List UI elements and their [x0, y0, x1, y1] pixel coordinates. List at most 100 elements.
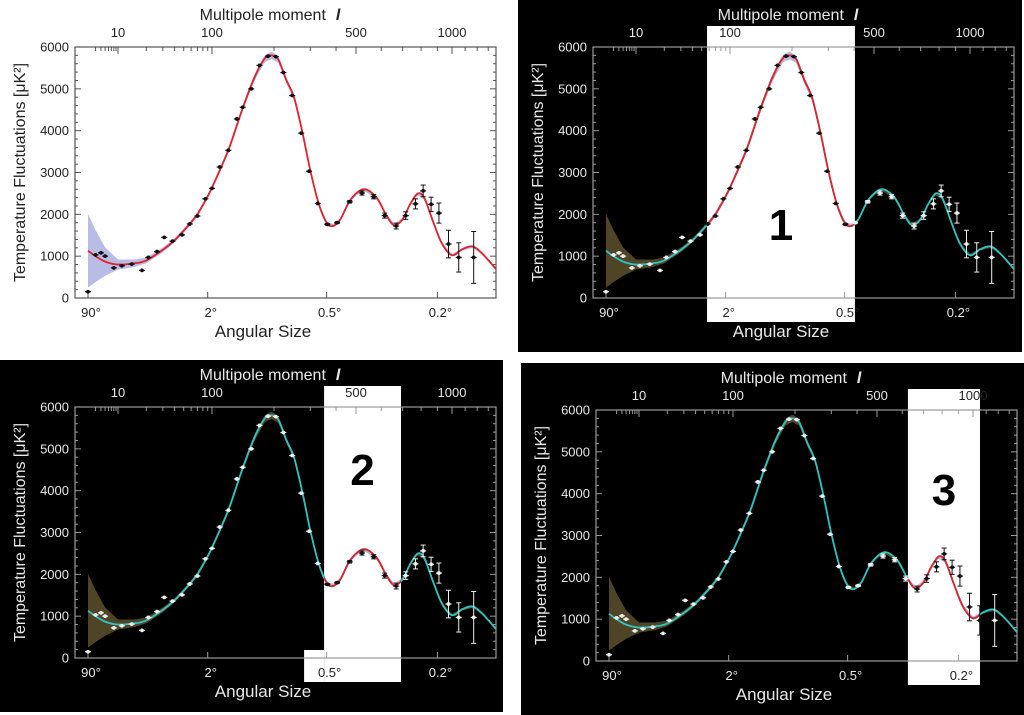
point-marker: [802, 433, 807, 438]
point-marker: [833, 201, 838, 206]
point-marker: [820, 494, 825, 499]
point-marker: [155, 609, 159, 614]
point-marker: [728, 186, 732, 191]
data-point: [697, 232, 704, 237]
point-marker: [325, 582, 330, 587]
y-tick-label: 3000: [558, 165, 587, 180]
bottom-tick-label: 90°: [81, 665, 101, 680]
data-point: [845, 585, 852, 590]
y-tick-label: 4000: [40, 123, 69, 138]
chart-panel-highlight-1: 0 1000 2000 3000 4000 5000 6000 10 100 500 1000 90°…: [518, 0, 1022, 352]
point-marker: [853, 220, 858, 225]
point-marker: [382, 573, 387, 578]
point-marker: [811, 456, 816, 461]
data-point: [679, 235, 686, 240]
y-tick-label: 1000: [561, 612, 590, 627]
point-marker: [103, 254, 107, 259]
top-tick-label: 1000: [959, 388, 988, 403]
y-tick-label: 6000: [40, 400, 69, 415]
data-point: [186, 222, 193, 226]
data-point: [920, 211, 927, 220]
point-marker: [111, 625, 116, 630]
data-point: [712, 214, 719, 218]
point-marker: [273, 54, 278, 59]
data-point: [435, 562, 442, 584]
point-marker: [170, 239, 175, 244]
data-point: [358, 190, 365, 196]
y-tick-label: 2000: [558, 207, 587, 222]
data-point: [97, 610, 104, 615]
uncertainty-band: [88, 411, 494, 648]
data-point: [445, 229, 452, 259]
point-marker: [413, 561, 418, 566]
bottom-tick-label: 2°: [204, 305, 216, 320]
data-point: [991, 593, 998, 647]
chart-panel-highlight-2: 0 1000 2000 3000 4000 5000 6000 10 100 500 1000 90°…: [0, 360, 503, 712]
highlight-number-label: 1: [769, 201, 793, 250]
point-marker: [299, 131, 304, 136]
data-point: [280, 70, 287, 75]
data-point: [754, 480, 761, 484]
point-marker: [93, 613, 98, 617]
multipole-symbol: l: [857, 370, 862, 387]
point-marker: [604, 289, 608, 294]
y-tick-label: 0: [62, 291, 69, 306]
point-marker: [281, 70, 286, 75]
y-tick-label: 5000: [40, 441, 69, 456]
point-marker: [290, 453, 295, 458]
uncertainty-band-highlight: [324, 548, 402, 587]
data-point: [824, 169, 831, 174]
data-point: [102, 254, 109, 259]
top-tick-label: 1000: [438, 385, 467, 400]
data-point: [760, 468, 767, 473]
point-marker: [950, 565, 955, 570]
point-marker: [974, 255, 979, 260]
point-marker: [266, 414, 270, 419]
data-point: [289, 93, 296, 98]
point-marker: [226, 508, 231, 513]
data-point: [225, 148, 232, 153]
point-marker: [146, 255, 151, 260]
point-marker: [924, 576, 929, 581]
point-marker: [787, 417, 791, 422]
data-point: [636, 263, 643, 268]
point-marker: [195, 574, 200, 578]
bottom-tick-label: 0.2°: [950, 668, 973, 683]
point-marker: [394, 584, 399, 588]
point-marker: [683, 598, 688, 603]
y-tick-label: 4000: [40, 483, 69, 498]
data-point: [102, 614, 109, 619]
top-tick-label: 100: [722, 388, 744, 403]
point-marker: [210, 546, 214, 551]
point-marker: [307, 169, 311, 174]
point-marker: [640, 626, 645, 631]
point-marker: [705, 222, 710, 226]
data-point: [946, 196, 953, 212]
point-marker: [217, 525, 222, 529]
data-point: [216, 525, 223, 529]
data-point: [941, 547, 948, 561]
y-tick-label: 0: [583, 654, 590, 669]
point-marker: [325, 222, 330, 227]
data-point: [393, 582, 400, 590]
point-marker: [650, 625, 655, 630]
point-marker: [868, 562, 873, 567]
data-point: [202, 556, 209, 561]
data-point: [455, 602, 462, 633]
point-marker: [964, 242, 969, 246]
highlight-region: [907, 389, 981, 685]
y-axis-title: Temperature Fluctuations [μK²]: [530, 63, 547, 282]
top-tick-label: 1000: [956, 25, 985, 40]
point-marker: [315, 201, 320, 206]
point-marker: [791, 54, 796, 59]
cmb-power-spectrum-chart: 0 1000 2000 3000 4000 5000 6000 10 100 500 1000 90°…: [12, 7, 497, 341]
top-axis-title: Multipole moment l: [721, 370, 862, 387]
data-point: [435, 202, 442, 224]
point-marker: [162, 595, 167, 600]
data-point: [169, 239, 176, 244]
bottom-tick-label: 90°: [602, 668, 622, 683]
point-marker: [86, 289, 90, 294]
point-marker: [429, 562, 434, 567]
y-tick-label: 4000: [561, 486, 590, 501]
y-tick-label: 1000: [40, 609, 69, 624]
